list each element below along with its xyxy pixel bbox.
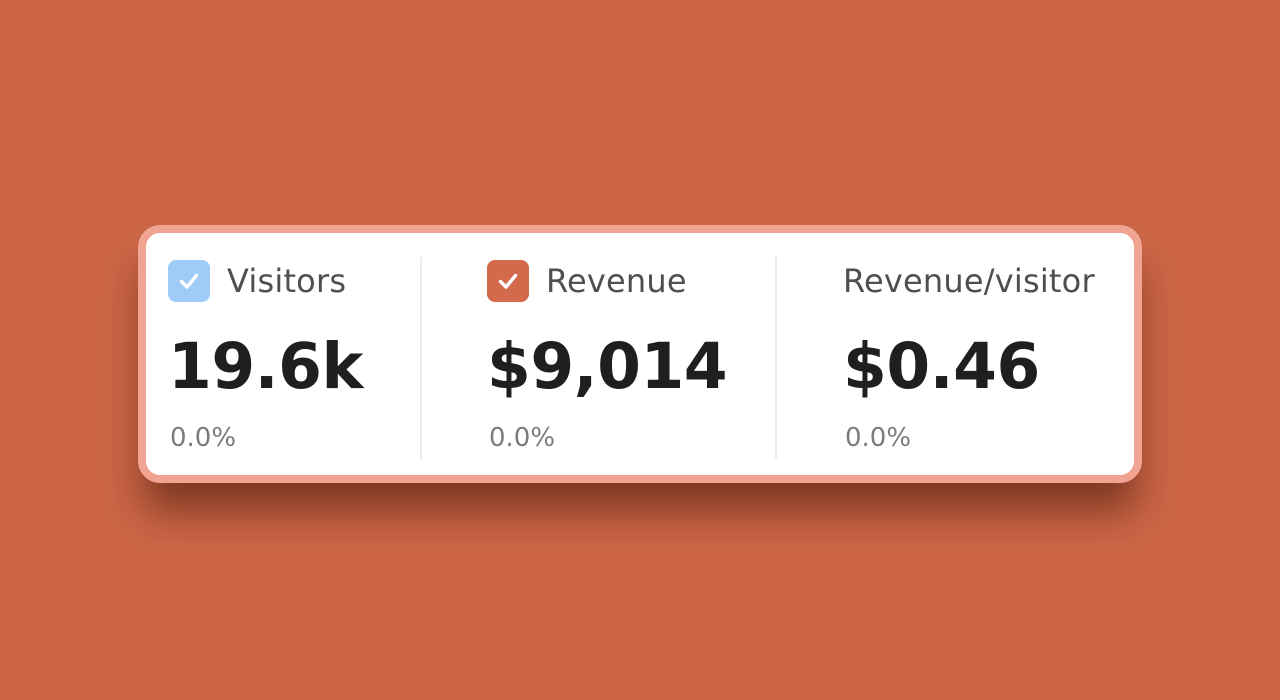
visitors-change: 0.0% xyxy=(170,423,237,453)
visitors-value: 19.6k xyxy=(168,330,363,403)
visitors-checkbox[interactable] xyxy=(168,260,210,302)
revenue-per-visitor-label: Revenue/visitor xyxy=(843,262,1095,300)
metric-header: Revenue xyxy=(487,259,687,303)
revenue-value: $9,014 xyxy=(487,330,728,403)
revenue-label: Revenue xyxy=(546,262,687,300)
metric-revenue[interactable]: Revenue $9,014 0.0% xyxy=(487,233,767,475)
metric-divider xyxy=(420,257,422,459)
metric-header: Visitors xyxy=(168,259,346,303)
revenue-per-visitor-value: $0.46 xyxy=(843,330,1040,403)
revenue-checkbox[interactable] xyxy=(487,260,529,302)
metrics-card: Visitors 19.6k 0.0% Revenue $9,014 0.0% … xyxy=(138,225,1142,483)
revenue-per-visitor-change: 0.0% xyxy=(845,423,912,453)
visitors-label: Visitors xyxy=(227,262,347,300)
checkmark-icon xyxy=(498,273,518,289)
metric-revenue-per-visitor[interactable]: Revenue/visitor $0.46 0.0% xyxy=(843,233,1133,475)
metric-visitors[interactable]: Visitors 19.6k 0.0% xyxy=(168,233,418,475)
revenue-change: 0.0% xyxy=(489,423,556,453)
metric-divider xyxy=(775,257,777,459)
metric-header: Revenue/visitor xyxy=(843,259,1095,303)
checkmark-icon xyxy=(179,273,199,289)
